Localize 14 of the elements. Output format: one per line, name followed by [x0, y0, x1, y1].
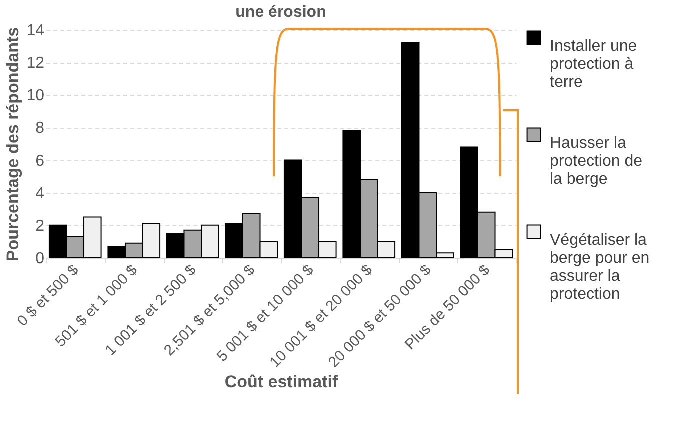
- legend-label: Végétaliser la berge pour en assurer la protection: [550, 232, 650, 303]
- y-tick-label: 12: [26, 55, 45, 72]
- y-tick-label: 10: [26, 88, 45, 105]
- chart-title: une érosion: [236, 4, 326, 21]
- legend-label: Hausser la protection de la berge: [550, 135, 643, 188]
- y-axis-title: Pourcentage des répondants: [4, 27, 23, 262]
- y-tick-label: 0: [36, 250, 45, 268]
- legend-label: Installer une protection à terre: [550, 38, 638, 91]
- y-tick-label: 14: [26, 22, 45, 40]
- y-tick-label: 2: [36, 218, 45, 235]
- x-axis-title: Coût estimatif: [224, 372, 339, 392]
- y-tick-label: 6: [36, 152, 45, 170]
- y-tick-label: 8: [36, 120, 45, 138]
- y-tick-label: 4: [36, 185, 45, 202]
